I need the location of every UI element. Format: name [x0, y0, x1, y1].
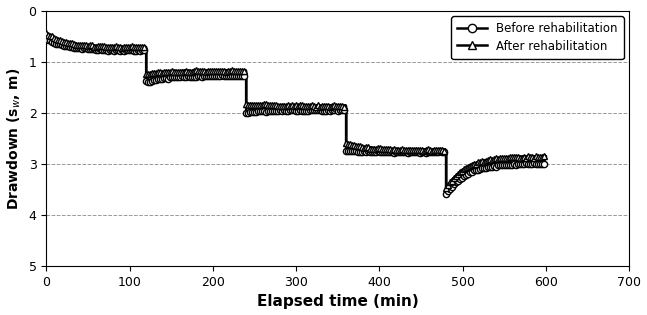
Y-axis label: Drawdown (s$_w$, m): Drawdown (s$_w$, m)	[6, 67, 23, 209]
X-axis label: Elapsed time (min): Elapsed time (min)	[257, 295, 419, 309]
Legend: Before rehabilitation, After rehabilitation: Before rehabilitation, After rehabilitat…	[451, 16, 624, 59]
